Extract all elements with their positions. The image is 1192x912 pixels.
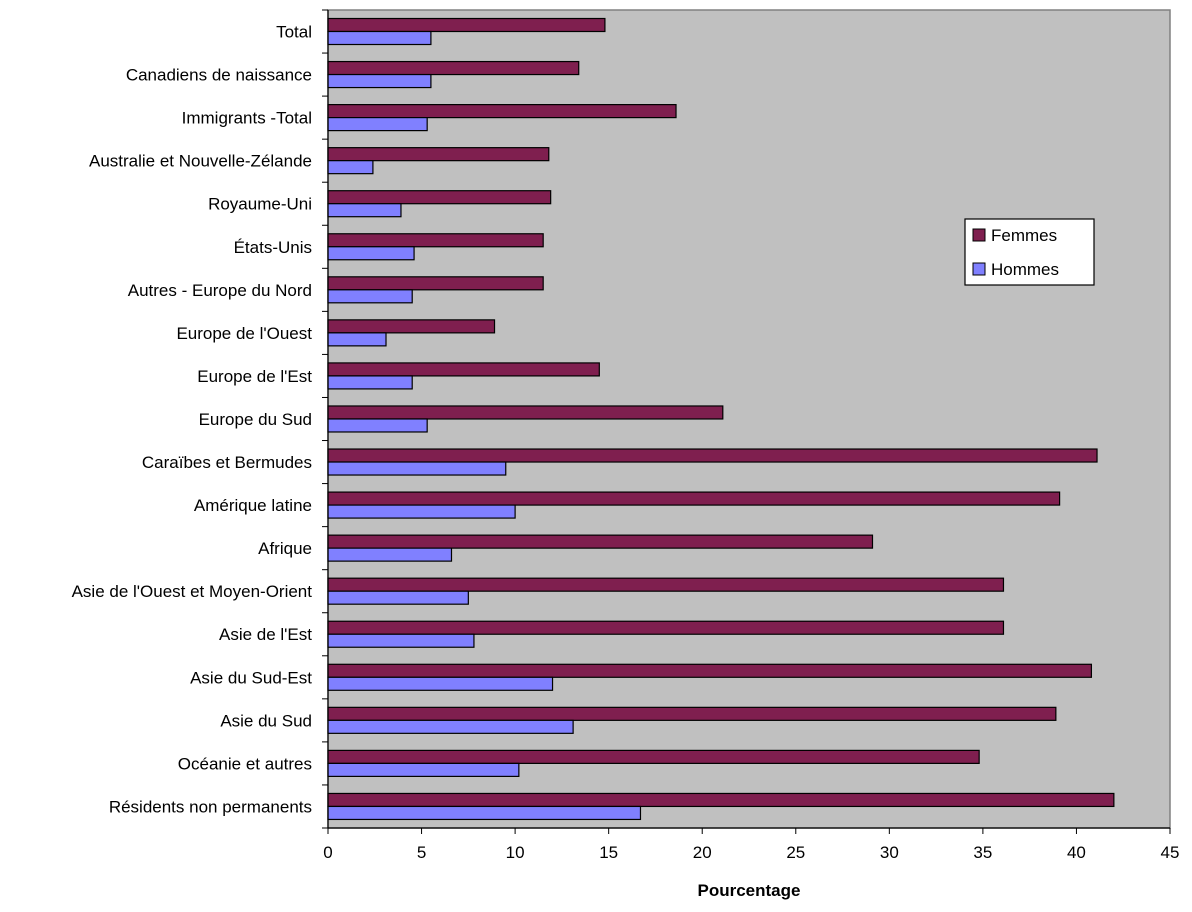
bar-hommes-royaume-uni <box>327 203 402 218</box>
bar-femmes-europe-de-l-est <box>327 362 600 377</box>
legend-label-femmes: Femmes <box>991 226 1057 245</box>
x-tick-label: 20 <box>693 843 712 862</box>
bar-hommes-asie-de-l-est <box>327 633 475 648</box>
category-label-australie-et-nouvelle-zelande: Australie et Nouvelle-Zélande <box>89 152 312 171</box>
category-label-residents-non-permanents: Résidents non permanents <box>109 797 312 816</box>
bar-hommes-europe-de-l-est <box>327 375 413 390</box>
bar-femmes-oceanie-et-autres <box>327 749 980 764</box>
bar-femmes-caraibes-et-bermudes <box>327 448 1098 463</box>
bar-femmes-europe-de-l-ouest <box>327 319 496 334</box>
category-label-asie-du-sud: Asie du Sud <box>220 711 312 730</box>
bar-femmes-residents-non-permanents <box>327 792 1115 808</box>
x-tick-label: 15 <box>599 843 618 862</box>
x-tick-label: 45 <box>1161 843 1180 862</box>
legend-swatch-hommes <box>972 262 986 276</box>
x-tick-label: 25 <box>786 843 805 862</box>
bar-femmes-afrique <box>327 534 874 549</box>
category-label-asie-de-l-est: Asie de l'Est <box>219 625 312 644</box>
category-label-immigrants-total: Immigrants -Total <box>182 109 312 128</box>
category-label-canadiens-de-naissance: Canadiens de naissance <box>126 66 312 85</box>
bar-femmes-royaume-uni <box>327 190 552 205</box>
category-label-asie-de-l-ouest-et-moyen-orient: Asie de l'Ouest et Moyen-Orient <box>72 582 313 601</box>
bar-hommes-asie-de-l-ouest-et-moyen-orient <box>327 590 469 605</box>
legend-label-hommes: Hommes <box>991 260 1059 279</box>
bar-hommes-residents-non-permanents <box>327 805 642 821</box>
category-label-asie-du-sud-est: Asie du Sud-Est <box>190 668 312 687</box>
bar-hommes-etats-unis <box>327 246 415 261</box>
category-label-afrique: Afrique <box>258 539 312 558</box>
legend: Femmes Hommes <box>964 218 1095 286</box>
bar-hommes-asie-du-sud-est <box>327 676 554 691</box>
bar-femmes-autres-europe-du-nord <box>327 276 544 291</box>
bar-femmes-immigrants-total <box>327 104 677 119</box>
bar-femmes-australie-et-nouvelle-zelande <box>327 147 550 162</box>
bar-hommes-australie-et-nouvelle-zelande <box>327 160 374 175</box>
category-label-amerique-latine: Amérique latine <box>194 496 312 515</box>
x-tick-label: 30 <box>880 843 899 862</box>
bar-hommes-asie-du-sud <box>327 719 574 734</box>
x-tick-label: 0 <box>323 843 332 862</box>
category-label-etats-unis: États-Unis <box>234 238 312 257</box>
axes-layer: Total Canadiens de naissance Immigrants -T… <box>72 9 1180 862</box>
legend-box <box>964 218 1095 286</box>
bar-hommes-autres-europe-du-nord <box>327 289 413 304</box>
x-tick-label: 35 <box>973 843 992 862</box>
bar-femmes-amerique-latine <box>327 491 1061 506</box>
bars-layer <box>327 17 1115 821</box>
category-label-europe-de-l-est: Europe de l'Est <box>197 367 312 386</box>
category-label-europe-de-l-ouest: Europe de l'Ouest <box>176 324 312 343</box>
bar-hommes-caraibes-et-bermudes <box>327 461 507 476</box>
category-label-europe-du-sud: Europe du Sud <box>199 410 312 429</box>
bar-femmes-canadiens-de-naissance <box>327 60 580 76</box>
bar-hommes-amerique-latine <box>327 504 516 519</box>
bar-femmes-europe-du-sud <box>327 405 724 420</box>
x-tick-label: 5 <box>417 843 426 862</box>
x-tick-label: 10 <box>506 843 525 862</box>
legend-swatch-femmes <box>972 228 986 242</box>
bar-hommes-europe-de-l-ouest <box>327 332 387 347</box>
bar-femmes-asie-de-l-est <box>327 620 1005 635</box>
category-label-caraibes-et-bermudes: Caraïbes et Bermudes <box>142 453 312 472</box>
category-label-royaume-uni: Royaume-Uni <box>208 195 312 214</box>
bar-femmes-asie-du-sud <box>327 706 1057 721</box>
bar-hommes-oceanie-et-autres <box>327 762 520 777</box>
x-axis-title: Pourcentage <box>698 881 801 900</box>
bar-hommes-total <box>327 30 432 46</box>
category-label-oceanie-et-autres: Océanie et autres <box>178 754 312 773</box>
bar-hommes-europe-du-sud <box>327 418 428 433</box>
x-tick-label: 40 <box>1067 843 1086 862</box>
category-label-total: Total <box>276 23 312 42</box>
bar-femmes-etats-unis <box>327 233 544 248</box>
bar-hommes-canadiens-de-naissance <box>327 73 432 89</box>
bar-hommes-afrique <box>327 547 453 562</box>
bar-femmes-asie-de-l-ouest-et-moyen-orient <box>327 577 1005 592</box>
bar-hommes-immigrants-total <box>327 117 428 132</box>
category-label-autres-europe-du-nord: Autres - Europe du Nord <box>128 281 312 300</box>
bar-femmes-asie-du-sud-est <box>327 663 1093 678</box>
bar-femmes-total <box>327 17 606 33</box>
